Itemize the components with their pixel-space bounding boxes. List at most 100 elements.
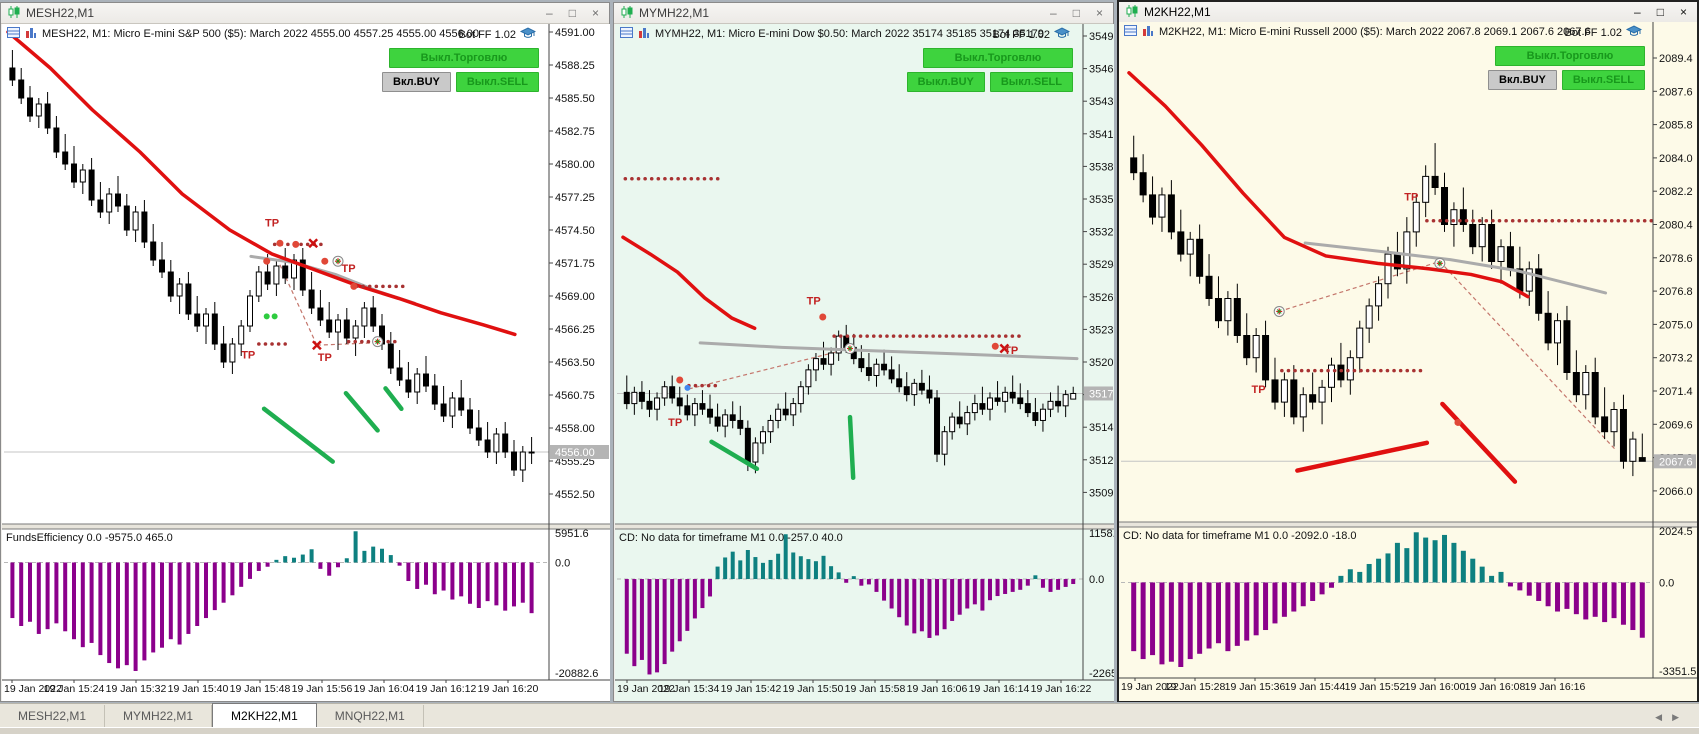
close-button[interactable]: × xyxy=(1095,6,1103,20)
sell-toggle-button[interactable]: Выкл.SELL xyxy=(989,72,1073,92)
window-title: M2KH22,M1 xyxy=(1144,5,1211,19)
window-titlebar[interactable]: M2KH22,M1 – □ × xyxy=(1119,2,1697,23)
graduation-cap-icon[interactable] xyxy=(1625,25,1643,40)
svg-text:19 Jan 16:22: 19 Jan 16:22 xyxy=(1031,683,1092,695)
svg-text:2069.6: 2069.6 xyxy=(1659,419,1693,431)
window-titlebar[interactable]: MESH22,M1 – □ × xyxy=(1,3,609,24)
svg-text:4558.00: 4558.00 xyxy=(555,423,595,435)
svg-text:35207: 35207 xyxy=(1089,357,1114,369)
indicator-bars-icon[interactable] xyxy=(1142,25,1154,39)
svg-text:35294: 35294 xyxy=(1089,259,1114,271)
svg-text:4588.25: 4588.25 xyxy=(555,60,595,72)
maximize-button[interactable]: □ xyxy=(1656,5,1664,19)
chart-title-text: MESH22, M1: Micro E-mini S&P 500 ($5): M… xyxy=(42,28,480,40)
svg-text:2080.4: 2080.4 xyxy=(1659,220,1693,232)
buy-toggle-button[interactable]: Вкл.BUY xyxy=(1488,70,1557,90)
svg-text:2076.8: 2076.8 xyxy=(1659,286,1693,298)
svg-text:19 Jan 2022: 19 Jan 2022 xyxy=(4,683,62,695)
object-list-icon[interactable] xyxy=(7,27,20,41)
maximize-button[interactable]: □ xyxy=(1072,6,1080,20)
chart-title-text: M2KH22, M1: Micro E-mini Russell 2000 ($… xyxy=(1159,26,1591,38)
svg-text:4571.75: 4571.75 xyxy=(555,258,595,270)
svg-text:35468: 35468 xyxy=(1089,64,1114,76)
trade-buttons: Выкл.Торговлю Вкл.BUY Выкл.SELL xyxy=(382,48,539,92)
svg-text:19 Jan 2022: 19 Jan 2022 xyxy=(1121,681,1179,693)
tab-m2kh22[interactable]: M2KH22,M1 xyxy=(212,703,317,728)
tab-mnqh22[interactable]: MNQH22,M1 xyxy=(317,705,424,728)
svg-text:2085.8: 2085.8 xyxy=(1659,120,1693,132)
svg-text:19 Jan 15:48: 19 Jan 15:48 xyxy=(230,683,291,695)
svg-text:TP: TP xyxy=(265,217,279,229)
svg-text:35236: 35236 xyxy=(1089,324,1114,336)
chart-canvas-m2kh22[interactable]: TP TP CD: No data for timeframe M1 0.0 -20… xyxy=(1119,22,1697,701)
svg-text:4580.00: 4580.00 xyxy=(555,159,595,171)
candlestick-chart-icon xyxy=(7,5,21,21)
object-list-icon[interactable] xyxy=(1124,25,1137,39)
graduation-cap-icon[interactable] xyxy=(1053,27,1071,42)
tab-mesh22[interactable]: MESH22,M1 xyxy=(0,705,106,728)
svg-text:1158.0: 1158.0 xyxy=(1089,528,1114,540)
svg-text:35439: 35439 xyxy=(1089,96,1114,108)
disable-trading-button[interactable]: Выкл.Торговлю xyxy=(1495,46,1645,66)
tab-scroll-left-icon[interactable]: ◀ xyxy=(1655,712,1673,722)
minimize-button[interactable]: – xyxy=(1634,5,1641,19)
svg-text:4560.75: 4560.75 xyxy=(555,390,595,402)
svg-text:19 Jan 15:40: 19 Jan 15:40 xyxy=(168,683,229,695)
chart-canvas-mymh22[interactable]: TP TP TP CD: No data for timeframe M1 0.0 -… xyxy=(615,24,1114,701)
tab-mymh22[interactable]: MYMH22,M1 xyxy=(105,705,213,728)
svg-text:2071.4: 2071.4 xyxy=(1659,386,1693,398)
svg-text:19 Jan 15:44: 19 Jan 15:44 xyxy=(1285,681,1346,693)
object-list-icon[interactable] xyxy=(620,27,633,41)
svg-text:35265: 35265 xyxy=(1089,292,1114,304)
svg-text:2084.0: 2084.0 xyxy=(1659,153,1693,165)
window-titlebar[interactable]: MYMH22,M1 – □ × xyxy=(614,3,1113,24)
minimize-button[interactable]: – xyxy=(546,6,553,20)
chart-canvas-mesh22[interactable]: TP TP TP TP FundsEfficiency 0.0 -9575.0 465.… xyxy=(2,24,610,701)
indicator-bars-icon[interactable] xyxy=(638,27,650,41)
bot-status: Bot FF 1.02 xyxy=(993,27,1071,42)
trade-buttons: Выкл.Торговлю Вкл.BUY Выкл.SELL xyxy=(1488,46,1645,90)
svg-text:35149: 35149 xyxy=(1089,422,1114,434)
chart-window-mesh22: MESH22,M1 – □ × TP TP TP TP FundsEfficiency … xyxy=(0,2,610,702)
svg-text:4574.50: 4574.50 xyxy=(555,225,595,237)
disable-trading-button[interactable]: Выкл.Торговлю xyxy=(389,48,539,68)
svg-text:TP: TP xyxy=(807,296,821,308)
buy-toggle-button[interactable]: Выкл.BUY xyxy=(906,72,985,92)
graduation-cap-icon[interactable] xyxy=(519,27,537,42)
svg-text:TP: TP xyxy=(342,263,356,275)
svg-text:35120: 35120 xyxy=(1089,455,1114,467)
svg-text:19 Jan 16:16: 19 Jan 16:16 xyxy=(1525,681,1586,693)
svg-text:4552.50: 4552.50 xyxy=(555,489,595,501)
chart-title-text: MYMH22, M1: Micro E-mini Dow $0.50: Marc… xyxy=(655,28,1044,40)
svg-text:TP: TP xyxy=(1404,191,1418,203)
svg-text:-20882.6: -20882.6 xyxy=(555,668,598,680)
buy-toggle-button[interactable]: Вкл.BUY xyxy=(382,72,451,92)
minimize-button[interactable]: – xyxy=(1050,6,1057,20)
disable-trading-button[interactable]: Выкл.Торговлю xyxy=(923,48,1073,68)
chart-window-mymh22: MYMH22,M1 – □ × TP TP TP CD: No data for ti… xyxy=(613,2,1114,702)
svg-text:19 Jan 15:24: 19 Jan 15:24 xyxy=(44,683,105,695)
bot-status: Bot FF 1.02 xyxy=(458,27,537,42)
svg-text:FundsEfficiency 0.0 -9575.0 46: FundsEfficiency 0.0 -9575.0 465.0 xyxy=(6,532,173,544)
svg-text:4569.00: 4569.00 xyxy=(555,291,595,303)
svg-text:19 Jan 16:04: 19 Jan 16:04 xyxy=(354,683,415,695)
sell-toggle-button[interactable]: Выкл.SELL xyxy=(1561,70,1645,90)
close-button[interactable]: × xyxy=(1679,5,1687,19)
chart-header: MYMH22, M1: Micro E-mini Dow $0.50: Marc… xyxy=(620,27,1044,41)
svg-text:19 Jan 16:00: 19 Jan 16:00 xyxy=(1405,681,1466,693)
svg-text:2066.0: 2066.0 xyxy=(1659,486,1693,498)
status-strip xyxy=(0,727,1699,734)
close-button[interactable]: × xyxy=(591,6,599,20)
svg-text:19 Jan 15:36: 19 Jan 15:36 xyxy=(1225,681,1286,693)
sell-toggle-button[interactable]: Выкл.SELL xyxy=(455,72,539,92)
bot-status: Bot FF 1.02 xyxy=(1565,25,1643,40)
tab-scroll-right-icon[interactable]: ▶ xyxy=(1672,712,1689,722)
maximize-button[interactable]: □ xyxy=(568,6,576,20)
svg-text:4556.00: 4556.00 xyxy=(555,447,595,459)
svg-text:TP: TP xyxy=(318,352,332,364)
bot-version-label: Bot FF 1.02 xyxy=(458,28,516,41)
indicator-bars-icon[interactable] xyxy=(25,27,37,41)
window-title: MYMH22,M1 xyxy=(639,6,710,20)
